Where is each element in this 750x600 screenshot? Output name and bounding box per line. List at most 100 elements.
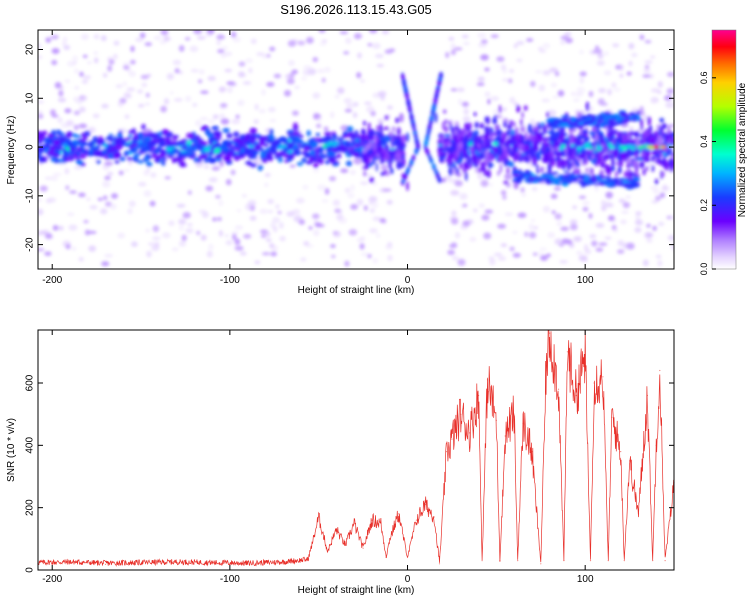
spectrogram-cell (632, 172, 636, 178)
spectrogram-cell (102, 180, 111, 188)
spectrogram-cell (631, 52, 638, 58)
spectrogram-cell (405, 132, 410, 143)
spectrogram-cell (261, 158, 268, 164)
spectrogram-cell (249, 215, 257, 221)
spectrogram-cell (306, 36, 314, 44)
spectrogram-cell (38, 42, 42, 50)
snr-data-point (652, 560, 654, 562)
spectrogram-cell (578, 195, 587, 199)
spectrogram-cell (617, 166, 622, 175)
spectrogram-cell (500, 64, 507, 71)
spectrogram-cell (292, 136, 300, 141)
spectrogram-cell (518, 148, 521, 155)
spectrogram-cell (139, 32, 146, 39)
spectrogram-cell (199, 117, 209, 121)
spectrogram-cell (123, 168, 130, 172)
spectrogram-cell (628, 42, 635, 50)
spectrogram-cell (226, 132, 233, 139)
spectrogram-cell (540, 166, 544, 173)
spectrogram-cell (384, 115, 389, 121)
spectrogram-cell (541, 98, 550, 103)
spectrogram-cell (185, 95, 192, 102)
spectrogram-cell (605, 191, 613, 199)
spectrogram-cell (562, 179, 570, 183)
spectrogram-cell (38, 248, 45, 252)
spectrogram-cell (598, 242, 608, 246)
spectrogram-cell (411, 123, 416, 127)
spectrogram-cell (38, 154, 41, 159)
spectrogram-cell (401, 158, 406, 167)
spectrogram-cell (380, 171, 385, 177)
spectrogram-cell (652, 189, 661, 194)
spectrogram-cell (629, 170, 634, 178)
spectrogram-cell (128, 144, 136, 149)
spectrogram-heatmap (38, 30, 674, 267)
spectrogram-cell (459, 192, 468, 200)
spectrogram-cell (211, 125, 219, 131)
spectrogram-cell (200, 234, 207, 241)
spectrogram-cell (216, 157, 222, 163)
spectrogram-cell (613, 227, 619, 233)
spectrogram-cell (368, 149, 374, 155)
spectrogram-cell (597, 114, 603, 117)
spectrogram-cell (642, 114, 649, 121)
spectrogram-cell (171, 247, 179, 252)
spectrogram-cell (375, 233, 381, 239)
spectrogram-cell (204, 132, 212, 136)
spectrogram-cell (469, 236, 477, 242)
spectrogram-cell (641, 131, 647, 141)
spectrogram-cell (159, 40, 167, 45)
spectrogram-cell (303, 241, 310, 246)
spectrogram-cell (318, 30, 326, 33)
spectrogram-cell (345, 37, 352, 45)
spectrogram-cell (107, 64, 113, 72)
spectrogram-cell (293, 215, 303, 223)
spectrogram-cell (81, 79, 88, 84)
spectrogram-cell (230, 31, 237, 38)
spectrogram-cell (367, 43, 373, 47)
spectrogram-cell (545, 178, 551, 182)
spectrogram-cell (550, 175, 556, 181)
spectrogram-cell (158, 149, 167, 154)
spectrogram-cell (517, 212, 527, 218)
spectrogram-cell (385, 144, 390, 153)
spectrogram-cell (618, 149, 624, 153)
spectrogram-cell (659, 161, 663, 166)
spectrogram-cell (489, 258, 496, 266)
spectrogram-cell (437, 84, 440, 89)
spectrogram-cell (104, 160, 113, 167)
spectrogram-ylabel: Frequency (Hz) (6, 116, 17, 185)
spectrogram-cell (171, 156, 178, 164)
spectrogram-cell (568, 176, 576, 180)
spectrogram-cell (623, 183, 632, 187)
spectrogram-cell (569, 223, 578, 231)
spectrogram-cell (546, 111, 550, 118)
spectrogram-cell (381, 30, 390, 35)
spectrogram-cell (612, 43, 620, 48)
spectrogram-cell (396, 149, 401, 154)
spectrogram-cell (548, 172, 557, 175)
spectrogram-cell (52, 225, 59, 231)
spectrogram-cell (490, 96, 500, 102)
spectrogram-cell (526, 38, 534, 42)
spectrogram-cell (187, 223, 193, 227)
spectrogram-cell (383, 169, 388, 176)
spectrogram-cell (235, 114, 240, 119)
spectrogram-cell (385, 244, 393, 250)
spectrogram-cell (259, 208, 268, 214)
spectrogram-cell (112, 153, 121, 159)
spectrogram-cell (172, 59, 182, 66)
spectrogram-cell (484, 139, 489, 148)
spectrogram-cell (453, 47, 463, 51)
snr-data-point (438, 563, 441, 565)
spectrogram-cell (108, 59, 115, 65)
spectrogram-cell (550, 193, 558, 199)
spectrogram-cell (240, 147, 245, 154)
spectrogram-cell (644, 40, 652, 44)
spectrogram-cell (171, 148, 178, 152)
spectrogram-cell (215, 195, 221, 199)
spectrogram-cell (324, 66, 331, 73)
spectrogram-cell (622, 146, 628, 149)
spectrogram-cell (124, 114, 130, 119)
colorbar-tick-label: 0.6 (699, 72, 709, 85)
